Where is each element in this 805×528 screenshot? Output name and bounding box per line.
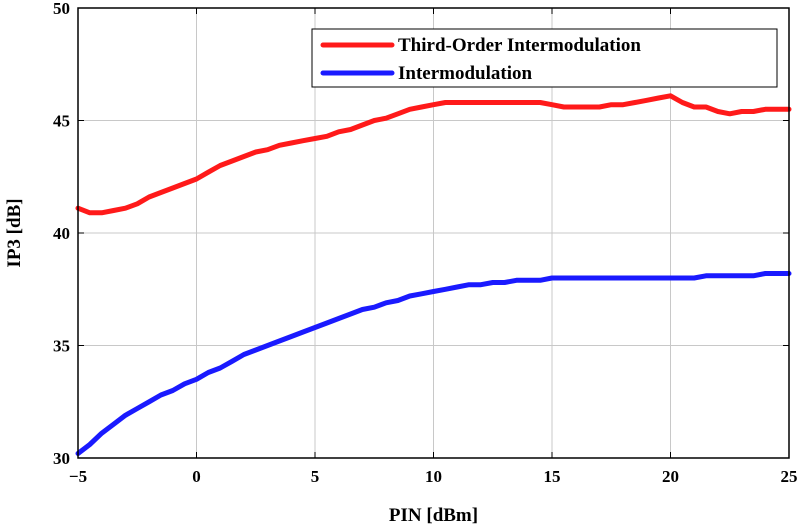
- x-tick-label: 20: [662, 467, 679, 486]
- series-layer: [75, 93, 792, 456]
- legend: Third-Order Intermodulation Intermodulat…: [311, 28, 778, 88]
- legend-box: [311, 28, 778, 88]
- y-axis-ticks: 30 35 40 45 50: [53, 0, 789, 468]
- x-tick-label: 0: [192, 467, 201, 486]
- y-tick-label: 30: [53, 449, 70, 468]
- y-tick-label: 40: [53, 224, 70, 243]
- x-axis-label: PIN [dBm]: [389, 505, 478, 526]
- x-axis-ticks: −5 0 5 10 15 20 25: [69, 8, 798, 486]
- x-tick-label: 25: [781, 467, 798, 486]
- x-tick-label: −5: [69, 467, 87, 486]
- y-tick-label: 50: [53, 0, 70, 18]
- x-tick-label: 10: [425, 467, 442, 486]
- legend-label-third-order: Third-Order Intermodulation: [398, 35, 641, 56]
- x-tick-label: 5: [311, 467, 320, 486]
- y-axis-label: IP3 [dB]: [4, 198, 25, 267]
- series-line-0: [75, 93, 792, 216]
- y-tick-label: 35: [53, 337, 70, 356]
- legend-label-intermodulation: Intermodulation: [398, 63, 533, 84]
- series-line-1: [75, 271, 792, 456]
- x-tick-label: 15: [544, 467, 561, 486]
- y-tick-label: 45: [53, 112, 70, 131]
